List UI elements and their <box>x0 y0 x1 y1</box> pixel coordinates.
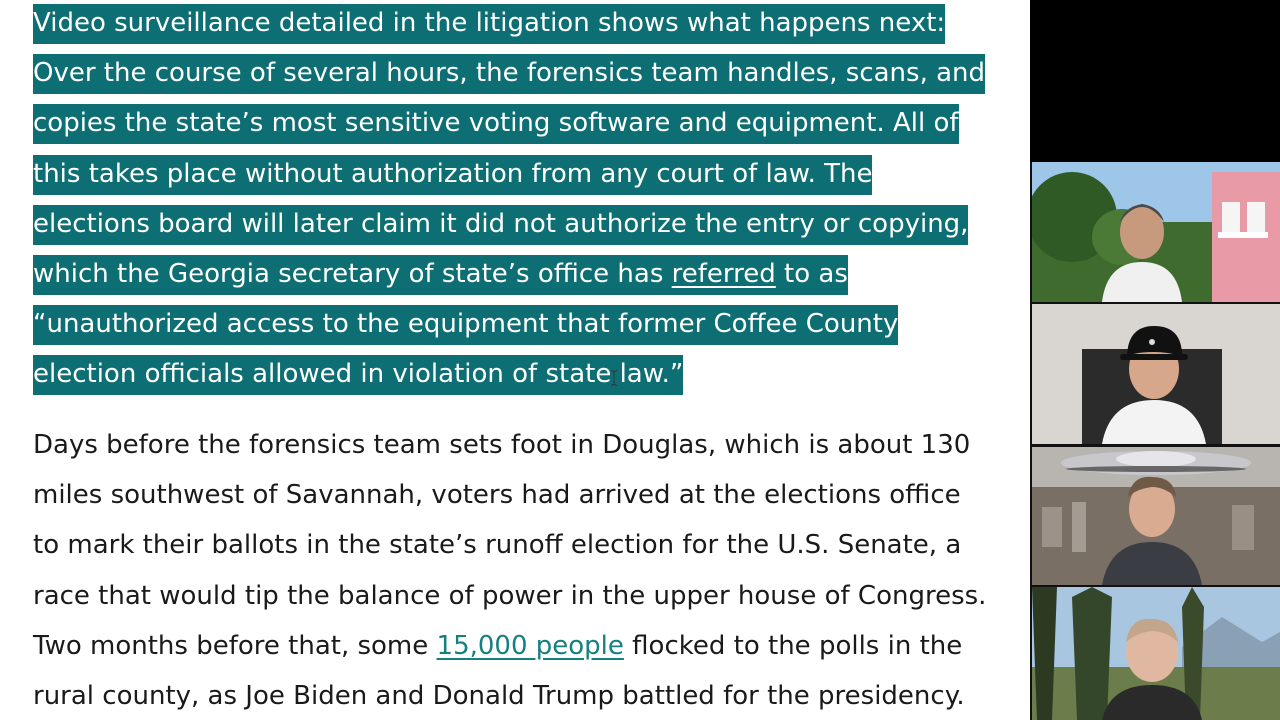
highlighted-line[interactable]: Video surveillance detailed in the litig… <box>33 4 946 44</box>
line-text: Two months before that, some <box>33 630 437 661</box>
highlighted-paragraph[interactable]: Video surveillance detailed in the litig… <box>33 0 1023 400</box>
line-text: which the Georgia secretary of state’s o… <box>33 259 672 290</box>
text-cursor-icon <box>611 370 617 386</box>
line-text: flocked to the polls in the <box>623 630 963 661</box>
highlighted-line[interactable]: which the Georgia secretary of state’s o… <box>33 255 848 296</box>
article-page: Video surveillance detailed in the litig… <box>0 0 1030 720</box>
participant-video-tile[interactable] <box>1032 587 1280 720</box>
video-participants-panel <box>1030 162 1280 720</box>
body-line: Two months before that, some 15,000 peop… <box>33 631 962 661</box>
highlighted-line[interactable]: “unauthorized access to the equipment th… <box>33 305 899 346</box>
highlighted-line[interactable]: copies the state’s most sensitive voting… <box>33 104 959 145</box>
participant-video-feed <box>1032 304 1280 444</box>
body-line: miles southwest of Savannah, voters had … <box>33 480 961 511</box>
body-line: rural county, as Joe Biden and Donald Tr… <box>33 681 965 712</box>
15000-people-link[interactable]: 15,000 people <box>436 630 624 661</box>
participant-video-feed <box>1032 447 1280 585</box>
body-paragraph: Days before the forensics team sets foot… <box>33 420 1023 720</box>
body-line: to mark their ballots in the state’s run… <box>33 530 962 561</box>
highlighted-line[interactable]: election officials allowed in violation … <box>33 355 684 396</box>
participant-video-tile[interactable] <box>1032 447 1280 585</box>
highlighted-line[interactable]: Over the course of several hours, the fo… <box>33 54 986 95</box>
body-line: race that would tip the balance of power… <box>33 580 987 611</box>
highlighted-line[interactable]: this takes place without authorization f… <box>33 154 873 195</box>
line-text: to as <box>775 259 848 290</box>
participant-video-feed <box>1032 587 1280 720</box>
participant-video-tile[interactable] <box>1032 162 1280 302</box>
highlighted-line[interactable]: elections board will later claim it did … <box>33 204 969 245</box>
participant-video-tile[interactable] <box>1032 304 1280 444</box>
participant-video-feed <box>1032 162 1280 302</box>
body-line: Days before the forensics team sets foot… <box>33 430 971 460</box>
referred-link[interactable]: referred <box>671 259 776 290</box>
